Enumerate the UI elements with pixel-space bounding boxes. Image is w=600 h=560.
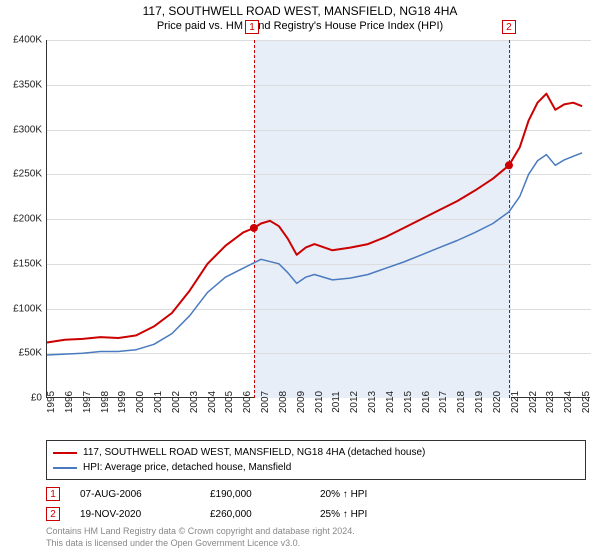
x-tick-label: 2003 xyxy=(189,391,200,413)
footer-line-1: Contains HM Land Registry data © Crown c… xyxy=(46,526,355,538)
x-tick-label: 2015 xyxy=(403,391,414,413)
x-tick-label: 2024 xyxy=(563,391,574,413)
x-tick-label: 2019 xyxy=(474,391,485,413)
x-tick-label: 1997 xyxy=(82,391,93,413)
y-tick-label: £350K xyxy=(13,79,46,90)
x-tick-label: 2001 xyxy=(153,391,164,413)
legend-swatch-2 xyxy=(53,467,77,469)
chart-svg xyxy=(47,40,591,398)
y-tick-label: £0 xyxy=(31,393,46,404)
chart-title: 117, SOUTHWELL ROAD WEST, MANSFIELD, NG1… xyxy=(0,0,600,20)
x-tick-label: 2007 xyxy=(260,391,271,413)
x-tick-label: 2008 xyxy=(278,391,289,413)
series-price_paid xyxy=(47,94,582,343)
legend-label-1: 117, SOUTHWELL ROAD WEST, MANSFIELD, NG1… xyxy=(83,445,425,460)
y-tick-label: £250K xyxy=(13,169,46,180)
legend-label-2: HPI: Average price, detached house, Mans… xyxy=(83,460,291,475)
x-tick-label: 2022 xyxy=(528,391,539,413)
event-date-1: 07-AUG-2006 xyxy=(80,489,190,500)
x-tick-label: 2000 xyxy=(135,391,146,413)
chart-area: £0£50K£100K£150K£200K£250K£300K£350K£400… xyxy=(46,40,590,398)
x-tick-label: 1998 xyxy=(100,391,111,413)
x-tick-label: 2025 xyxy=(581,391,592,413)
x-tick-label: 1995 xyxy=(46,391,57,413)
x-tick-label: 2021 xyxy=(510,391,521,413)
event-marker-2: 2 xyxy=(46,507,60,521)
event-diff-1: 20% ↑ HPI xyxy=(320,489,410,500)
event-price-2: £260,000 xyxy=(210,509,300,520)
legend-swatch-1 xyxy=(53,452,77,454)
legend-box: 117, SOUTHWELL ROAD WEST, MANSFIELD, NG1… xyxy=(46,440,586,480)
event-date-2: 19-NOV-2020 xyxy=(80,509,190,520)
x-tick-label: 2005 xyxy=(224,391,235,413)
x-tick-label: 2013 xyxy=(367,391,378,413)
x-tick-label: 2012 xyxy=(349,391,360,413)
event-row-1: 1 07-AUG-2006 £190,000 20% ↑ HPI xyxy=(46,484,586,504)
sale-point xyxy=(505,161,513,169)
x-tick-label: 2018 xyxy=(456,391,467,413)
x-tick-label: 2020 xyxy=(492,391,503,413)
event-price-1: £190,000 xyxy=(210,489,300,500)
x-tick-label: 2023 xyxy=(545,391,556,413)
x-tick-label: 2017 xyxy=(438,391,449,413)
x-tick-label: 2009 xyxy=(296,391,307,413)
event-row-2: 2 19-NOV-2020 £260,000 25% ↑ HPI xyxy=(46,504,586,524)
x-tick-label: 2006 xyxy=(242,391,253,413)
event-marker-1: 1 xyxy=(46,487,60,501)
chart-marker-1: 1 xyxy=(245,20,259,34)
y-tick-label: £300K xyxy=(13,124,46,135)
plot-region xyxy=(46,40,590,398)
events-table: 1 07-AUG-2006 £190,000 20% ↑ HPI 2 19-NO… xyxy=(46,484,586,524)
y-tick-label: £200K xyxy=(13,214,46,225)
x-tick-label: 2011 xyxy=(331,391,342,413)
x-tick-label: 2014 xyxy=(385,391,396,413)
x-tick-label: 1999 xyxy=(117,391,128,413)
legend-row-1: 117, SOUTHWELL ROAD WEST, MANSFIELD, NG1… xyxy=(53,445,579,460)
x-tick-label: 2010 xyxy=(314,391,325,413)
legend-row-2: HPI: Average price, detached house, Mans… xyxy=(53,460,579,475)
footer-attribution: Contains HM Land Registry data © Crown c… xyxy=(46,526,355,549)
series-hpi xyxy=(47,153,582,355)
x-tick-label: 2004 xyxy=(207,391,218,413)
y-tick-label: £100K xyxy=(13,303,46,314)
x-tick-label: 1996 xyxy=(64,391,75,413)
y-tick-label: £150K xyxy=(13,258,46,269)
chart-container: 117, SOUTHWELL ROAD WEST, MANSFIELD, NG1… xyxy=(0,0,600,560)
y-tick-label: £50K xyxy=(19,348,46,359)
chart-marker-2: 2 xyxy=(502,20,516,34)
event-diff-2: 25% ↑ HPI xyxy=(320,509,410,520)
sale-point xyxy=(250,224,258,232)
y-tick-label: £400K xyxy=(13,35,46,46)
footer-line-2: This data is licensed under the Open Gov… xyxy=(46,538,355,550)
x-tick-label: 2016 xyxy=(421,391,432,413)
x-tick-label: 2002 xyxy=(171,391,182,413)
